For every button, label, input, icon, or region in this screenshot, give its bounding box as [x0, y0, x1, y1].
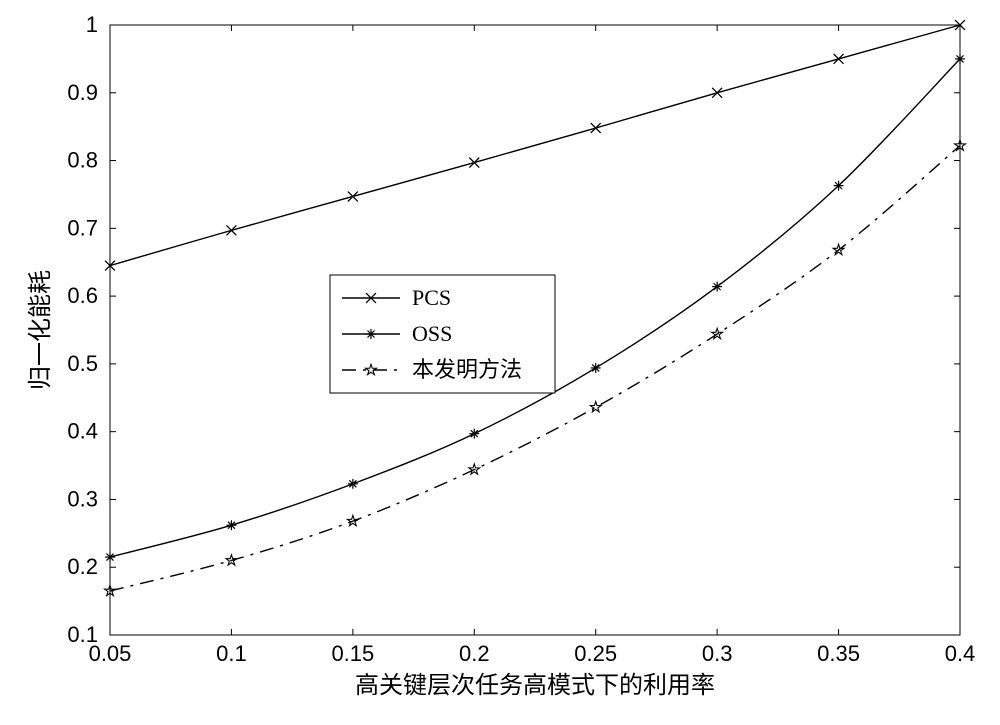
- x-tick-label: 0.15: [331, 641, 374, 666]
- asterisk-marker: [226, 520, 236, 530]
- x-marker: [226, 225, 236, 235]
- x-marker: [834, 54, 844, 64]
- legend-label-OSS: OSS: [412, 321, 452, 346]
- asterisk-marker: [469, 429, 479, 439]
- asterisk-marker: [366, 329, 376, 339]
- x-tick-label: 0.4: [945, 641, 976, 666]
- y-tick-label: 0.2: [67, 554, 98, 579]
- asterisk-marker: [591, 363, 601, 373]
- y-axis-label: 归一化能耗: [27, 270, 54, 390]
- x-marker: [348, 192, 358, 202]
- x-tick-label: 0.3: [702, 641, 733, 666]
- y-tick-label: 0.5: [67, 351, 98, 376]
- y-tick-label: 0.9: [67, 80, 98, 105]
- x-tick-label: 0.2: [459, 641, 490, 666]
- x-tick-label: 0.35: [817, 641, 860, 666]
- star-marker: [590, 402, 601, 412]
- y-tick-label: 0.1: [67, 622, 98, 647]
- x-marker: [712, 88, 722, 98]
- x-marker: [591, 123, 601, 133]
- asterisk-marker: [955, 54, 965, 64]
- y-tick-label: 0.8: [67, 148, 98, 173]
- y-tick-label: 0.4: [67, 419, 98, 444]
- x-tick-label: 0.1: [216, 641, 247, 666]
- y-tick-label: 0.3: [67, 486, 98, 511]
- figure: 0.050.10.150.20.250.30.350.40.10.20.30.4…: [0, 0, 1000, 720]
- x-tick-label: 0.25: [574, 641, 617, 666]
- legend-label-PCS: PCS: [412, 285, 451, 310]
- asterisk-marker: [105, 552, 115, 562]
- legend-label-proposed: 本发明方法: [412, 357, 522, 382]
- asterisk-marker: [348, 479, 358, 489]
- asterisk-marker: [834, 181, 844, 191]
- x-axis-label: 高关键层次任务高模式下的利用率: [355, 672, 715, 699]
- series-line-PCS: [110, 25, 960, 266]
- asterisk-marker: [712, 282, 722, 292]
- x-marker: [469, 158, 479, 168]
- chart-svg: 0.050.10.150.20.250.30.350.40.10.20.30.4…: [0, 0, 1000, 720]
- y-tick-label: 1: [86, 12, 98, 37]
- y-tick-label: 0.7: [67, 215, 98, 240]
- y-tick-label: 0.6: [67, 283, 98, 308]
